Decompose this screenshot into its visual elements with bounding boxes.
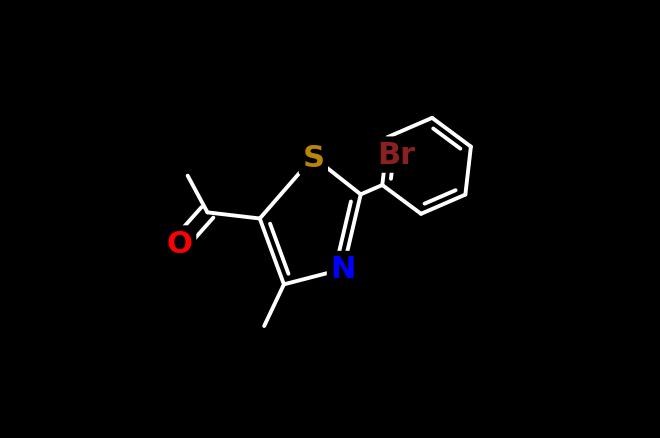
Text: Br: Br [378, 141, 416, 170]
Text: O: O [167, 230, 193, 258]
Text: S: S [302, 143, 324, 172]
Text: N: N [331, 255, 356, 284]
